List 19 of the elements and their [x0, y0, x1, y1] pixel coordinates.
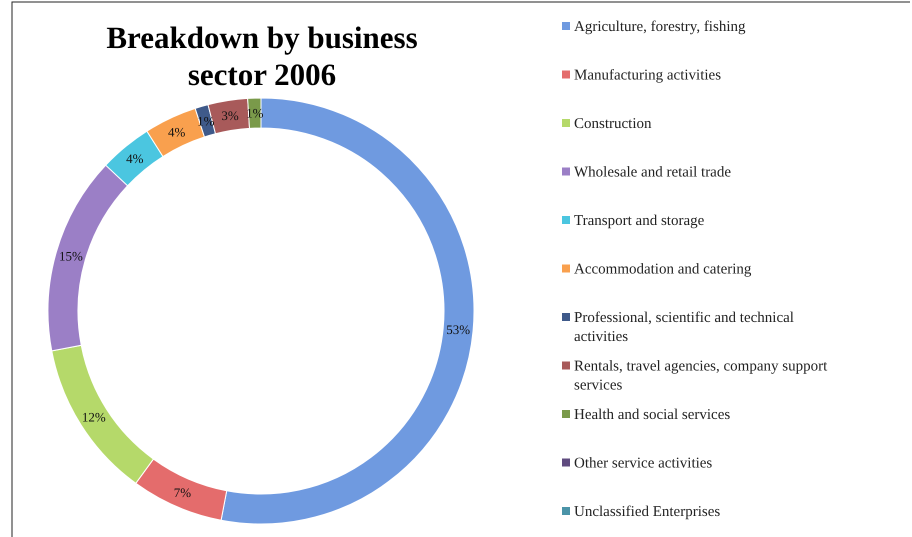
legend-label: Unclassified Enterprises: [574, 504, 720, 520]
legend-label: Wholesale and retail trade: [574, 164, 732, 180]
legend-label: Agriculture, forestry, fishing: [574, 19, 746, 35]
legend-label: Transport and storage: [574, 213, 705, 229]
data-label: 15%: [58, 248, 83, 264]
legend-label: Construction: [574, 116, 652, 132]
legend-label: Other service activities: [574, 456, 712, 472]
legend-label: Manufacturing activities: [574, 68, 722, 84]
data-label: 3%: [221, 108, 239, 123]
legend-label: Rentals, travel agencies, company support services: [574, 358, 828, 394]
legend-label: Professional, scientific and technical activities: [574, 310, 794, 345]
legend-label: Health and social services: [574, 407, 730, 423]
data-label: 12%: [82, 410, 106, 425]
data-label: 7%: [174, 485, 192, 500]
data-label: 53%: [446, 322, 470, 338]
legend-label: Accommodation and catering: [574, 262, 752, 278]
data-label: 4%: [126, 150, 144, 166]
data-label: 4%: [168, 124, 186, 140]
text: Breakdown by business sector 2006: [106, 20, 418, 92]
